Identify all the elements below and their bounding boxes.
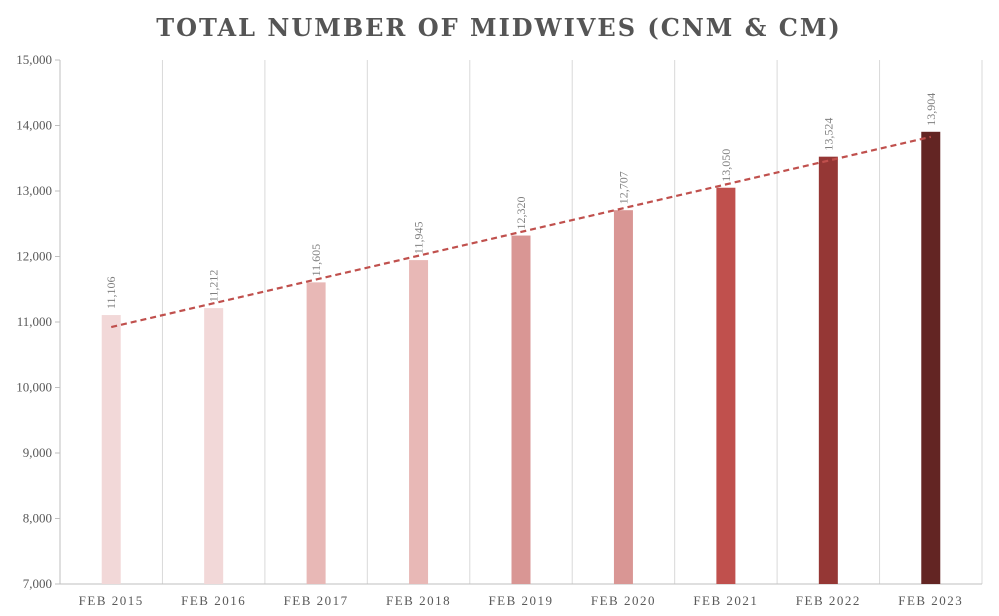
bar: [409, 260, 429, 584]
data-labels: 11,106 11,212 11,605 11,945 12,320 12,707 13,0…: [104, 93, 938, 309]
x-tick-label: FEB 2020: [591, 593, 656, 608]
chart-title: TOTAL NUMBER OF MIDWIVES (CNM & CM): [156, 13, 842, 42]
y-tick-label: 10,000: [16, 380, 52, 395]
trendline: [110, 135, 932, 329]
y-axis-ticks: 7,000 8,000 9,000 10,000 11,000 12,000 13,000 1…: [16, 52, 60, 591]
data-label: 11,605: [309, 244, 323, 277]
x-tick-label: FEB 2021: [693, 593, 758, 608]
y-tick-label: 14,000: [16, 118, 52, 133]
y-tick-label: 8,000: [23, 511, 52, 526]
y-tick-label: 11,000: [17, 314, 52, 329]
bar: [306, 282, 326, 584]
bar: [613, 210, 633, 584]
bar: [716, 187, 736, 584]
trendline-line: [110, 135, 932, 329]
data-label: 12,320: [514, 197, 528, 230]
x-tick-label: FEB 2019: [488, 593, 553, 608]
bar: [511, 235, 531, 585]
y-tick-label: 12,000: [16, 249, 52, 264]
category-gridlines: [161, 60, 983, 584]
x-tick-label: FEB 2022: [796, 593, 861, 608]
y-tick-label: 13,000: [16, 183, 52, 198]
bars: [101, 131, 941, 585]
x-tick-label: FEB 2017: [284, 593, 349, 608]
data-label: 11,945: [412, 222, 426, 255]
bar: [921, 131, 941, 584]
x-tick-label: FEB 2016: [181, 593, 246, 608]
bar: [101, 315, 121, 584]
data-label: 11,212: [207, 270, 221, 303]
data-label: 13,050: [719, 149, 733, 182]
x-tick-label: FEB 2018: [386, 593, 451, 608]
data-label: 13,904: [924, 93, 938, 126]
data-label: 13,524: [821, 118, 835, 151]
y-tick-label: 15,000: [16, 52, 52, 67]
data-label: 12,707: [616, 171, 630, 204]
y-tick-label: 7,000: [23, 576, 52, 591]
bar: [204, 308, 224, 584]
bar: [818, 156, 838, 585]
x-axis-ticks: FEB 2015 FEB 2016 FEB 2017 FEB 2018 FEB 2019…: [79, 593, 963, 608]
x-tick-label: FEB 2023: [898, 593, 963, 608]
x-tick-label: FEB 2015: [79, 593, 144, 608]
y-tick-label: 9,000: [23, 445, 52, 460]
data-label: 11,106: [104, 276, 118, 309]
